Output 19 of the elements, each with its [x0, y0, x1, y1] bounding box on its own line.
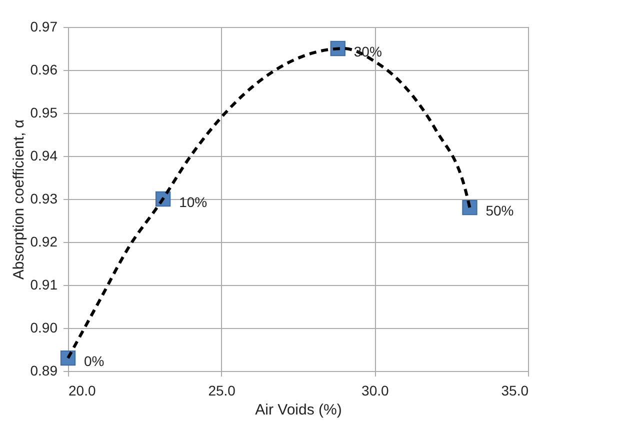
y-tick-label: 0.96 [30, 62, 58, 78]
y-axis-title: Absorption coefficient, α [10, 119, 28, 280]
y-tick-label: 0.92 [30, 234, 58, 250]
annotation: 0% [84, 353, 104, 370]
y-tick-label: 0.89 [30, 362, 58, 378]
annotation: 30% [354, 44, 382, 60]
x-tick-label: 20.0 [68, 382, 96, 398]
y-tick-label: 0.95 [30, 104, 58, 120]
x-tick-label: 30.0 [362, 382, 390, 398]
x-tick-label: 25.0 [208, 382, 236, 398]
x-axis-title: Air Voids (%) [255, 402, 342, 418]
annotation: 50% [486, 202, 514, 219]
annotation: 10% [179, 194, 208, 210]
y-tick-label: 0.91 [30, 276, 58, 292]
y-tick-label: 0.97 [30, 18, 58, 34]
y-tick-label: 0.90 [30, 320, 58, 336]
x-tick-label: 35.0 [501, 382, 529, 398]
y-tick-label: 0.93 [30, 190, 58, 206]
y-tick-label: 0.94 [30, 148, 58, 164]
